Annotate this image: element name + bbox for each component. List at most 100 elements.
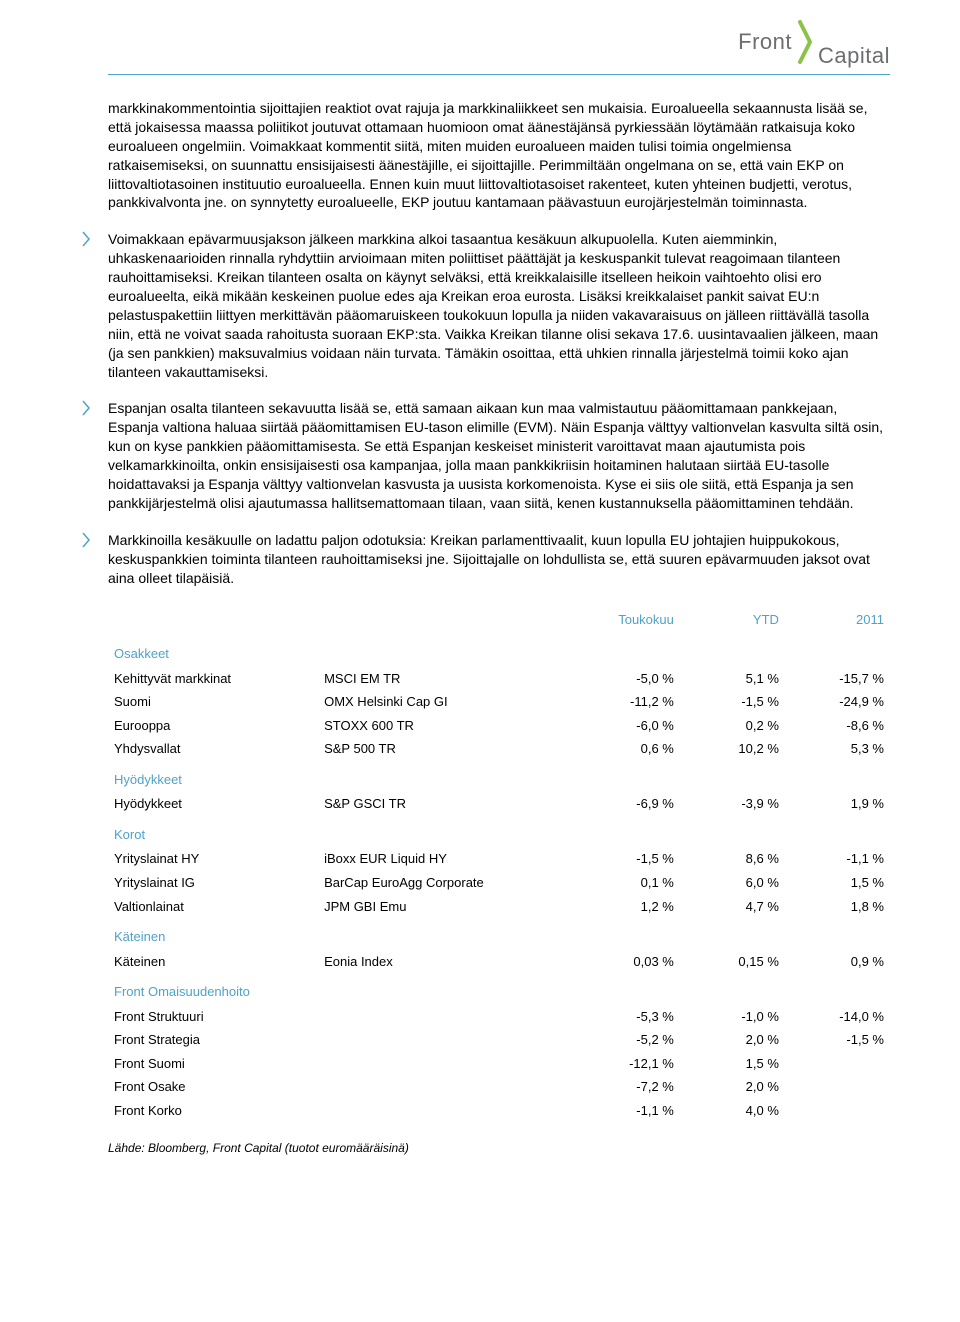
bullet-angle-icon [82,231,92,247]
table-cell: 0,15 % [680,950,785,974]
table-cell: -24,9 % [785,690,890,714]
table-cell: Valtionlainat [108,895,318,919]
table-section-label: Front Omaisuudenhoito [108,973,890,1005]
performance-table: Toukokuu YTD 2011 OsakkeetKehittyvät mar… [108,605,890,1122]
table-cell: Yrityslainat IG [108,871,318,895]
table-row: ValtionlainatJPM GBI Emu1,2 %4,7 %1,8 % [108,895,890,919]
table-cell: -14,0 % [785,1005,890,1029]
table-row: Front Strategia -5,2 %2,0 %-1,5 % [108,1028,890,1052]
paragraph-4: Markkinoilla kesäkuulle on ladattu paljo… [108,531,890,588]
table-cell [318,1005,575,1029]
table-cell: Eurooppa [108,714,318,738]
table-cell: 1,2 % [575,895,680,919]
table-cell [318,1052,575,1076]
table-cell [785,1075,890,1099]
table-cell: -1,5 % [785,1028,890,1052]
table-cell: MSCI EM TR [318,667,575,691]
table-cell: -11,2 % [575,690,680,714]
table-cell: -1,1 % [785,847,890,871]
table-row: YhdysvallatS&P 500 TR0,6 %10,2 %5,3 % [108,737,890,761]
table-cell: Yhdysvallat [108,737,318,761]
table-cell: Front Strategia [108,1028,318,1052]
table-cell: -7,2 % [575,1075,680,1099]
table-cell: Front Osake [108,1075,318,1099]
table-cell [318,1099,575,1123]
table-cell: -15,7 % [785,667,890,691]
logo-text-capital: Capital [818,41,890,71]
table-cell: 4,7 % [680,895,785,919]
table-row: Yrityslainat IGBarCap EuroAgg Corporate0… [108,871,890,895]
table-cell [785,1052,890,1076]
table-cell: -5,2 % [575,1028,680,1052]
table-section-label: Käteinen [108,918,890,950]
table-cell: -6,9 % [575,792,680,816]
page-header: Front Capital [70,20,890,64]
col-header: Toukokuu [575,605,680,635]
table-cell: -1,0 % [680,1005,785,1029]
table-cell: iBoxx EUR Liquid HY [318,847,575,871]
table-cell: -5,0 % [575,667,680,691]
table-cell: 6,0 % [680,871,785,895]
table-cell: 1,5 % [785,871,890,895]
table-cell: 0,6 % [575,737,680,761]
table-cell [785,1099,890,1123]
table-cell: 2,0 % [680,1028,785,1052]
table-cell: 10,2 % [680,737,785,761]
section-label-text: Käteinen [108,918,890,950]
paragraph-2: Voimakkaan epävarmuusjakson jälkeen mark… [108,230,890,381]
col-header: 2011 [785,605,890,635]
section-label-text: Hyödykkeet [108,761,890,793]
table-cell: S&P GSCI TR [318,792,575,816]
table-cell: 8,6 % [680,847,785,871]
table-cell: 0,03 % [575,950,680,974]
table-row: Front Korko-1,1 %4,0 % [108,1099,890,1123]
table-cell: 2,0 % [680,1075,785,1099]
table-cell: S&P 500 TR [318,737,575,761]
table-row: KäteinenEonia Index0,03 %0,15 %0,9 % [108,950,890,974]
bullet-angle-icon [82,532,92,548]
document-body: markkinakommentointia sijoittajien reakt… [70,99,890,1157]
table-cell: 0,1 % [575,871,680,895]
table-cell: 1,8 % [785,895,890,919]
section-label-text: Osakkeet [108,635,890,667]
table-cell: Käteinen [108,950,318,974]
table-cell: Eonia Index [318,950,575,974]
table-cell: -12,1 % [575,1052,680,1076]
section-label-text: Korot [108,816,890,848]
table-row: Yrityslainat HYiBoxx EUR Liquid HY-1,5 %… [108,847,890,871]
table-cell: 5,1 % [680,667,785,691]
table-header-row: Toukokuu YTD 2011 [108,605,890,635]
section-label-text: Front Omaisuudenhoito [108,973,890,1005]
table-row: Front Suomi -12,1 %1,5 % [108,1052,890,1076]
table-section-label: Korot [108,816,890,848]
table-cell: -8,6 % [785,714,890,738]
table-row: Front Osake -7,2 %2,0 % [108,1075,890,1099]
table-cell: -1,5 % [680,690,785,714]
table-cell: 1,5 % [680,1052,785,1076]
table-cell: STOXX 600 TR [318,714,575,738]
table-cell: Hyödykkeet [108,792,318,816]
table-cell: Suomi [108,690,318,714]
paragraph-text: Voimakkaan epävarmuusjakson jälkeen mark… [108,231,878,379]
paragraph-1: markkinakommentointia sijoittajien reakt… [108,99,890,212]
table-cell: 0,9 % [785,950,890,974]
table-cell: Front Struktuuri [108,1005,318,1029]
bullet-angle-icon [82,400,92,416]
table-cell: -1,1 % [575,1099,680,1123]
table-cell [318,1075,575,1099]
table-cell: -3,9 % [680,792,785,816]
table-cell: -1,5 % [575,847,680,871]
table-cell: Front Suomi [108,1052,318,1076]
paragraph-3: Espanjan osalta tilanteen sekavuutta lis… [108,399,890,512]
source-note: Lähde: Bloomberg, Front Capital (tuotot … [108,1140,890,1156]
table-section-label: Hyödykkeet [108,761,890,793]
table-cell: BarCap EuroAgg Corporate [318,871,575,895]
table-cell: OMX Helsinki Cap GI [318,690,575,714]
table-row: EurooppaSTOXX 600 TR-6,0 %0,2 %-8,6 % [108,714,890,738]
logo-text-front: Front [738,27,792,57]
table-row: HyödykkeetS&P GSCI TR-6,9 %-3,9 %1,9 % [108,792,890,816]
table-cell: -5,3 % [575,1005,680,1029]
table-cell: 0,2 % [680,714,785,738]
table-cell: JPM GBI Emu [318,895,575,919]
table-section-label: Osakkeet [108,635,890,667]
